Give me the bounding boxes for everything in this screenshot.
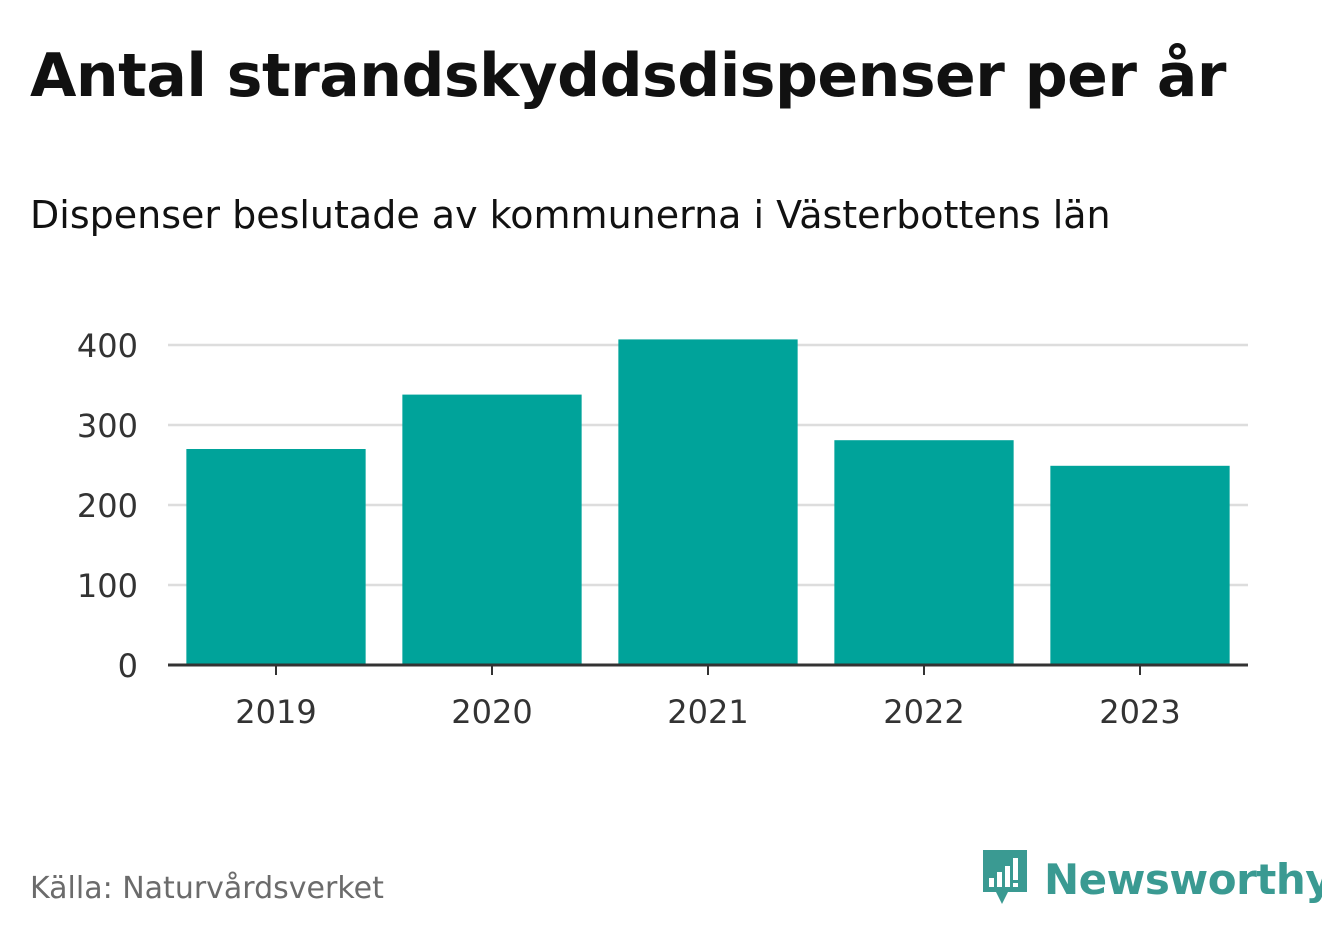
bar (834, 440, 1014, 665)
chart-title: Antal strandskyddsdispenser per år (30, 41, 1226, 111)
y-tick-label: 200 (77, 487, 138, 525)
newsworthy-logo-icon (983, 850, 1027, 904)
y-tick-label: 300 (77, 407, 138, 445)
brand-logo: Newsworthy (980, 848, 1322, 910)
x-tick-label: 2021 (667, 693, 748, 731)
bar (186, 449, 366, 665)
y-tick-label: 400 (77, 327, 138, 365)
x-tick-label: 2023 (1099, 693, 1180, 731)
y-tick-label: 100 (77, 567, 138, 605)
chart-subtitle: Dispenser beslutade av kommunerna i Väst… (30, 193, 1111, 237)
source-note: Källa: Naturvårdsverket (30, 871, 384, 906)
x-tick-label: 2022 (883, 693, 964, 731)
brand-name: Newsworthy (1044, 854, 1322, 904)
x-tick-label: 2019 (235, 693, 316, 731)
bar (1050, 465, 1230, 665)
bar (402, 394, 582, 665)
y-tick-label: 0 (118, 647, 138, 685)
x-tick-label: 2020 (451, 693, 532, 731)
bar (618, 339, 798, 665)
